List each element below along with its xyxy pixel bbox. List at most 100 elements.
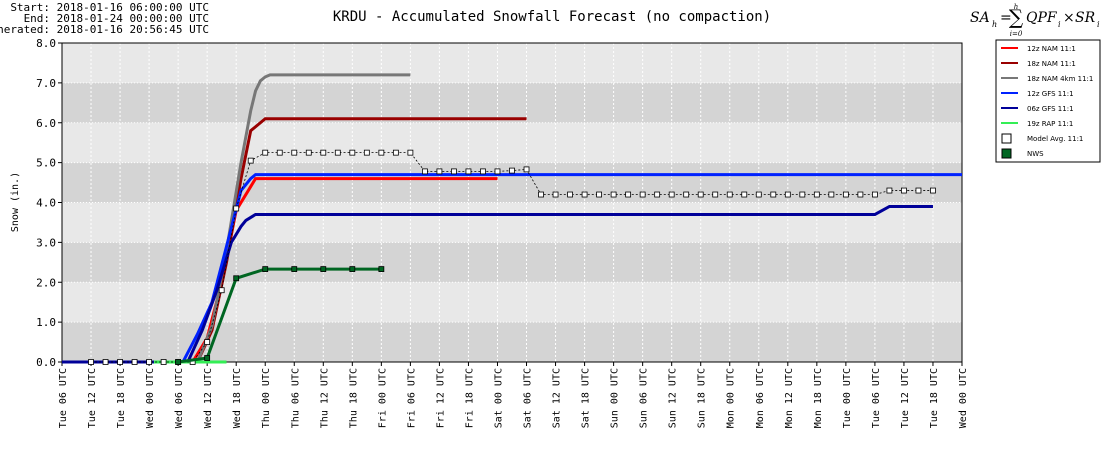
info-line: Start: 2018-01-16 06:00:00 UTC	[10, 1, 209, 14]
y-axis-label: Snow (in.)	[10, 172, 21, 232]
point-marker	[901, 187, 907, 194]
point-marker	[886, 187, 893, 194]
point-marker	[291, 266, 298, 272]
y-tick-label: 5.0	[36, 157, 56, 170]
point-marker	[262, 149, 269, 156]
point-marker	[697, 191, 704, 198]
x-tick-label: Mon 06 UTC	[755, 368, 766, 428]
point-marker	[451, 168, 457, 175]
y-tick-label: 0.0	[36, 356, 56, 369]
x-tick-label: Thu 12 UTC	[319, 368, 330, 428]
x-tick-label: Tue 06 UTC	[58, 368, 69, 428]
point-marker	[639, 191, 646, 198]
point-marker	[102, 359, 109, 365]
x-tick-label: Sat 12 UTC	[552, 368, 563, 428]
point-marker	[465, 168, 472, 175]
legend-label: 06z GFS 11:1	[1027, 105, 1074, 113]
x-tick-label: Wed 00 UTC	[145, 368, 156, 428]
point-marker	[378, 266, 385, 272]
formula-part: i	[1097, 20, 1100, 29]
plot-frame	[61, 42, 963, 363]
legend-label: 12z GFS 11:1	[1027, 90, 1074, 98]
point-marker	[262, 266, 269, 272]
point-marker	[538, 191, 544, 198]
y-tick-label: 4.0	[36, 197, 56, 210]
legend-label: NWS	[1027, 150, 1044, 158]
point-marker	[930, 187, 936, 194]
point-marker	[88, 359, 94, 365]
point-marker	[291, 149, 298, 156]
point-marker	[117, 359, 123, 365]
formula-part: ∑	[1009, 5, 1024, 29]
formula-part: =	[1000, 10, 1012, 26]
point-marker	[625, 191, 632, 198]
point-marker	[755, 191, 762, 198]
grid-band	[62, 282, 962, 323]
y-tick-label: 1.0	[36, 316, 56, 329]
point-marker	[654, 191, 661, 198]
point-marker	[436, 168, 443, 175]
point-marker	[233, 275, 240, 282]
point-marker	[334, 149, 341, 156]
x-tick-label: Tue 18 UTC	[929, 368, 940, 428]
point-marker	[407, 149, 414, 156]
point-marker	[422, 168, 428, 175]
point-marker	[378, 149, 385, 156]
point-marker	[392, 149, 399, 156]
x-tick-label: Fri 00 UTC	[377, 368, 388, 428]
grid-band	[62, 242, 962, 283]
point-marker	[770, 191, 777, 198]
series-line	[62, 204, 933, 364]
x-tick-label: Sun 06 UTC	[639, 368, 650, 428]
point-marker	[509, 167, 515, 174]
formula-part: h	[992, 20, 997, 29]
x-tick-label: Wed 00 UTC	[958, 368, 969, 428]
x-tick-label: Thu 06 UTC	[290, 368, 301, 428]
x-tick-label: Fri 06 UTC	[406, 368, 417, 428]
point-marker	[712, 191, 719, 198]
formula-part: i	[1058, 20, 1061, 29]
x-tick-label: Mon 12 UTC	[784, 368, 795, 428]
point-marker	[349, 266, 356, 272]
info-line: End: 2018-01-24 00:00:00 UTC	[24, 12, 209, 25]
point-marker	[494, 168, 501, 175]
formula-part: SA	[970, 10, 990, 26]
point-marker	[160, 359, 167, 365]
info-line: Generated: 2018-01-16 20:56:45 UTC	[0, 23, 209, 36]
grid-band	[62, 122, 962, 163]
grid-band	[62, 43, 962, 83]
series-line	[177, 267, 382, 364]
x-tick-label: Tue 12 UTC	[87, 368, 98, 428]
point-marker	[320, 266, 327, 272]
x-tick-label: Wed 18 UTC	[232, 368, 243, 428]
point-marker	[828, 191, 835, 198]
formula-part: h	[1014, 3, 1019, 11]
point-marker	[567, 191, 573, 198]
x-tick-label: Tue 06 UTC	[871, 368, 882, 428]
point-marker	[247, 157, 254, 164]
point-marker	[581, 191, 588, 198]
point-marker	[784, 191, 791, 198]
point-marker	[363, 149, 370, 156]
x-tick-label: Tue 18 UTC	[116, 368, 127, 428]
point-marker	[480, 168, 486, 175]
x-tick-label: Wed 06 UTC	[174, 368, 185, 428]
legend-label: 18z NAM 11:1	[1027, 60, 1076, 68]
x-tick-label: Sun 12 UTC	[668, 368, 679, 428]
x-tick-label: Fri 12 UTC	[435, 368, 446, 428]
x-tick-label: Thu 18 UTC	[348, 368, 359, 428]
point-marker	[320, 149, 327, 156]
legend-label: 18z NAM 4km 11:1	[1027, 75, 1093, 83]
formula: SA h = h ∑ i=0 QPF i × SR i	[970, 3, 1100, 38]
point-marker	[683, 191, 690, 198]
series-line	[91, 173, 962, 364]
point-marker	[218, 287, 225, 294]
grid-band	[62, 202, 962, 243]
y-tick-label: 6.0	[36, 117, 56, 130]
x-tick-label: Tue 12 UTC	[900, 368, 911, 428]
y-tick-label: 2.0	[36, 276, 56, 289]
y-tick-label: 3.0	[36, 236, 56, 249]
point-marker	[552, 191, 559, 198]
point-marker	[233, 205, 240, 212]
